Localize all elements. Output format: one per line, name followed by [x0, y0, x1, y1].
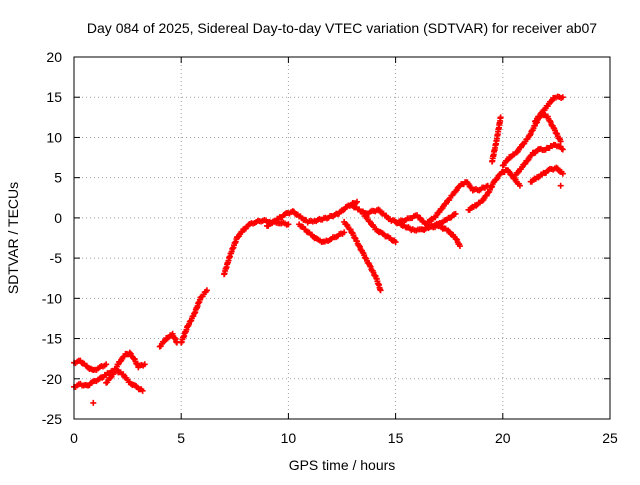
data-point: [235, 233, 242, 240]
data-point: [548, 98, 555, 105]
y-tick-label: 10: [46, 129, 62, 145]
y-tick-label: 5: [54, 170, 62, 186]
data-point: [117, 358, 124, 365]
data-point: [479, 197, 486, 204]
y-tick-label: -25: [42, 411, 62, 427]
x-tick-label: 20: [495, 430, 511, 446]
data-point: [203, 287, 210, 294]
data-point: [285, 221, 292, 228]
data-point: [557, 138, 564, 145]
data-point: [103, 361, 110, 368]
data-point: [513, 149, 520, 156]
data-point: [436, 208, 443, 215]
data-point: [139, 387, 146, 394]
data-point: [497, 114, 504, 121]
x-axis-label: GPS time / hours: [289, 457, 396, 473]
data-point: [559, 170, 566, 177]
data-point: [377, 287, 384, 294]
y-tick-label: -5: [50, 250, 63, 266]
data-point: [516, 182, 523, 189]
data-points: [71, 93, 566, 406]
data-point: [514, 169, 521, 176]
y-axis-label: SDTVAR / TECUs: [5, 182, 21, 294]
data-point: [536, 113, 543, 120]
chart-title: Day 084 of 2025, Sidereal Day-to-day VTE…: [87, 20, 597, 36]
y-tick-label: -15: [42, 331, 62, 347]
data-point: [522, 160, 529, 167]
y-tick-label: -10: [42, 290, 62, 306]
y-tick-label: 20: [46, 49, 62, 65]
tick-labels: 0 5 10 15 20 25 -25 -20 -15 -10 -5 0 5 10 15 20: [42, 49, 618, 446]
data-point: [161, 338, 168, 345]
y-tick-label: 15: [46, 89, 62, 105]
plot-frame: [73, 56, 611, 420]
data-point: [456, 243, 463, 250]
data-point: [557, 182, 564, 189]
data-point: [559, 94, 566, 101]
data-point: [504, 157, 511, 164]
data-point: [524, 157, 531, 164]
data-point: [559, 146, 566, 153]
x-tick-label: 25: [602, 430, 618, 446]
x-tick-label: 5: [177, 430, 185, 446]
data-point: [90, 399, 97, 406]
x-tick-label: 0: [70, 430, 78, 446]
y-tick-label: 0: [54, 210, 62, 226]
x-tick-label: 10: [281, 430, 297, 446]
data-point: [452, 210, 459, 217]
data-point: [141, 361, 148, 368]
y-tick-label: -20: [42, 371, 62, 387]
data-point: [126, 349, 133, 356]
axis-ticks: [73, 56, 611, 420]
data-point: [107, 374, 114, 381]
data-point: [343, 221, 350, 228]
data-point: [438, 205, 445, 212]
data-point: [362, 213, 369, 220]
data-point: [341, 229, 348, 236]
x-tick-label: 15: [388, 430, 404, 446]
data-point: [392, 239, 399, 246]
data-point: [354, 198, 361, 205]
